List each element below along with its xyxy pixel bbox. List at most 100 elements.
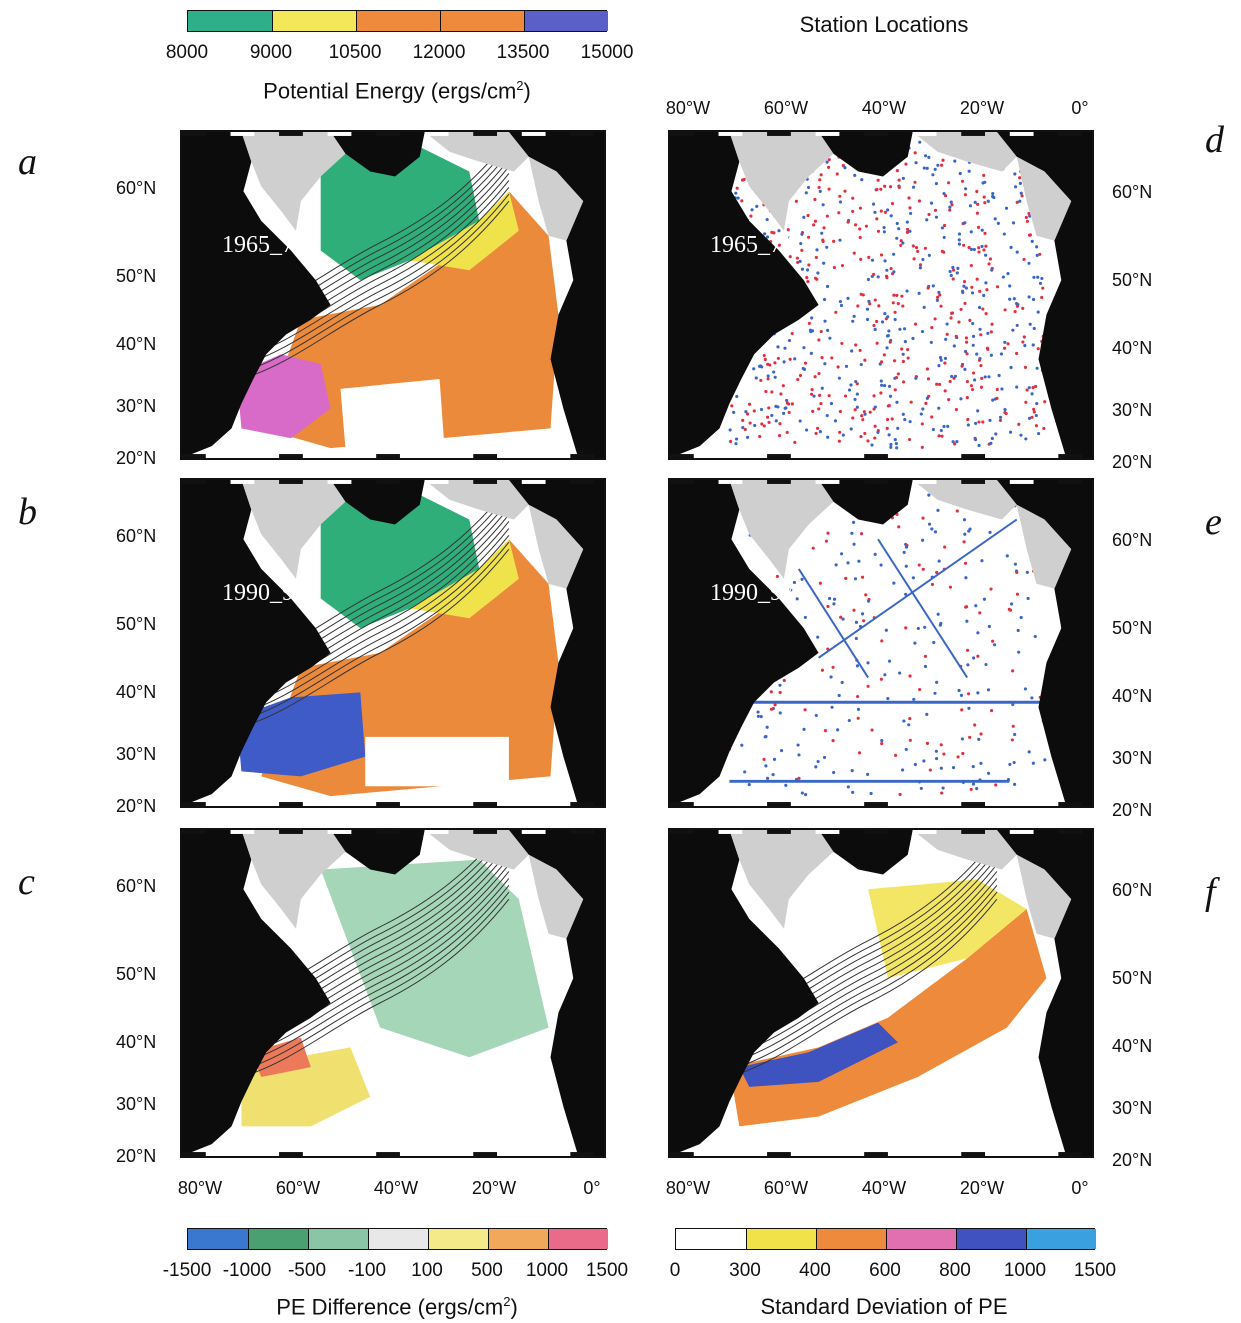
station-dot: [805, 268, 810, 272]
station-dot: [1022, 335, 1026, 339]
station-dot: [900, 347, 904, 351]
station-dot: [827, 394, 831, 398]
station-dot: [877, 304, 881, 308]
station-dot: [778, 690, 782, 695]
station-dot: [790, 331, 794, 336]
station-dot: [840, 680, 844, 685]
station-dot: [781, 384, 785, 388]
panel-letter-d: d: [1205, 119, 1224, 161]
station-dot: [759, 715, 763, 719]
frame-tick: [182, 830, 206, 834]
station-dot: [927, 253, 931, 257]
frame-tick: [961, 802, 986, 806]
station-dot: [779, 748, 784, 753]
station-dot: [763, 357, 767, 362]
station-dot: [1041, 286, 1045, 290]
station-dot: [948, 205, 952, 209]
station-dot: [904, 162, 908, 166]
station-track: [818, 518, 1018, 659]
station-dot: [818, 430, 822, 434]
station-dot: [1035, 245, 1039, 249]
ice-shelf: [528, 504, 584, 589]
station-dot: [909, 211, 913, 215]
station-dot: [933, 691, 937, 695]
station-dot: [991, 639, 995, 643]
longitude-label: 0°: [1071, 98, 1089, 118]
station-dot: [939, 743, 943, 747]
station-dot: [872, 323, 876, 328]
station-dot: [806, 213, 810, 218]
station-dot: [984, 253, 988, 257]
station-dot: [957, 232, 962, 236]
frame-tick: [424, 830, 449, 834]
station-dot: [879, 563, 883, 567]
station-dot: [789, 588, 793, 592]
station-dot: [979, 385, 984, 389]
station-dot: [895, 236, 899, 240]
station-dot: [763, 232, 767, 236]
station-dot: [818, 178, 822, 182]
station-dot: [952, 268, 956, 272]
station-dot: [933, 208, 938, 212]
station-dot: [838, 430, 842, 434]
station-dot: [946, 424, 950, 428]
station-dot: [911, 244, 915, 248]
station-dot: [962, 279, 967, 284]
station-dot: [966, 692, 971, 696]
station-dot: [908, 420, 912, 424]
frame-tick: [521, 830, 546, 834]
station-dot: [889, 442, 893, 447]
station-dot: [904, 626, 908, 630]
station-dot: [923, 625, 927, 629]
station-dot: [951, 440, 955, 444]
station-dot: [802, 727, 806, 731]
station-dot: [822, 261, 826, 265]
station-dot: [936, 163, 940, 167]
station-dot: [854, 620, 859, 624]
station-dot: [740, 178, 745, 182]
station-dot: [870, 443, 874, 447]
frame-tick: [230, 454, 255, 458]
station-dot: [760, 422, 764, 426]
station-dot: [865, 317, 870, 322]
station-dot: [1015, 323, 1019, 328]
station-dot: [935, 680, 939, 684]
station-dot: [972, 656, 976, 660]
station-dot: [991, 191, 995, 196]
station-dot: [832, 265, 837, 270]
station-dot: [756, 714, 760, 718]
station-dot: [964, 576, 968, 580]
station-dot: [969, 384, 974, 388]
station-dot: [916, 626, 920, 631]
frame-tick: [864, 830, 888, 834]
station-dot: [1007, 607, 1011, 611]
station-dot: [990, 436, 994, 441]
station-dot: [883, 259, 887, 263]
station-dot: [1038, 252, 1042, 256]
station-dot: [1008, 297, 1012, 301]
station-dot: [895, 293, 899, 297]
frame-tick: [279, 132, 303, 136]
station-dot: [935, 382, 939, 386]
station-dot: [1019, 615, 1023, 620]
frame-tick: [912, 1152, 937, 1156]
station-dot: [995, 396, 999, 400]
station-dot: [735, 394, 739, 399]
station-dot: [942, 752, 946, 756]
station-dot: [886, 208, 890, 212]
station-dot: [879, 187, 883, 191]
longitude-label: 60°W: [763, 98, 809, 118]
diff-field-negative: [320, 859, 549, 1058]
station-dot: [767, 420, 771, 425]
station-dot: [966, 663, 970, 667]
pe-field-high: [236, 692, 366, 777]
station-dot: [988, 257, 993, 261]
station-dot: [975, 787, 979, 791]
station-dot: [852, 608, 856, 612]
station-dot: [914, 161, 918, 165]
station-dot: [978, 611, 982, 615]
land-mass: [996, 132, 1092, 458]
frame-tick: [182, 454, 206, 458]
station-dot: [838, 194, 842, 198]
station-dot: [908, 206, 912, 210]
